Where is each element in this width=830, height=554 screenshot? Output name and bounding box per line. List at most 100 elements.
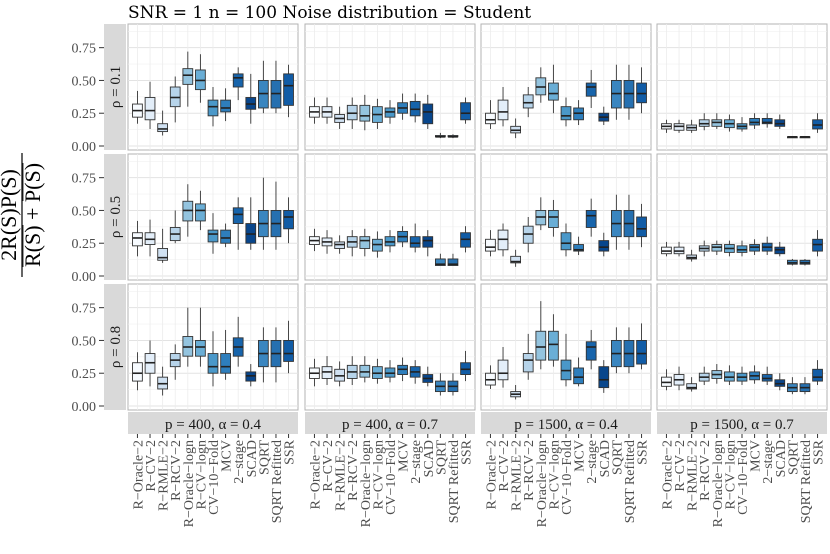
x-tick-label: 2−stage bbox=[585, 440, 600, 484]
x-tick-label: R−CV−2 bbox=[321, 440, 336, 492]
x-tick-label: SCAD bbox=[422, 440, 437, 477]
box bbox=[460, 102, 471, 121]
box bbox=[636, 339, 647, 365]
box bbox=[548, 82, 559, 101]
box bbox=[585, 341, 597, 361]
x-tick-label: SQRT Refitted bbox=[799, 440, 814, 523]
row-strip-label: ρ = 0.8 bbox=[108, 326, 124, 368]
x-tick-label: CV−10−Fold bbox=[207, 440, 222, 515]
box bbox=[560, 106, 572, 121]
y-tick-label: 0.25 bbox=[72, 237, 97, 252]
box bbox=[812, 368, 823, 382]
x-tick-label: SQRT Refitted bbox=[270, 440, 285, 523]
x-tick-label: R−Oracle−2 bbox=[308, 440, 323, 509]
row-strip-label: ρ = 0.1 bbox=[108, 66, 124, 108]
box bbox=[157, 123, 168, 133]
x-tick-label: R−CV−logn bbox=[194, 440, 209, 509]
y-tick-label: 0.00 bbox=[72, 140, 97, 155]
x-tick-label: CV−10−Fold bbox=[384, 440, 399, 515]
box bbox=[422, 103, 434, 125]
box bbox=[686, 383, 697, 390]
y-axis-label-fraction: 2R(S)P(S) R(S) + P(S) bbox=[0, 153, 45, 277]
box bbox=[510, 255, 521, 264]
facet-panel bbox=[480, 23, 652, 151]
y-tick-label: 0.50 bbox=[72, 204, 97, 219]
box bbox=[207, 99, 219, 117]
facet-panel bbox=[480, 153, 652, 281]
column-strip bbox=[128, 412, 298, 434]
box bbox=[207, 229, 219, 243]
column-strip-label: p = 400, α = 0.7 bbox=[342, 417, 439, 433]
x-tick-label: SQRT bbox=[786, 440, 801, 475]
y-tick-label: 0.75 bbox=[72, 42, 97, 57]
x-tick-label: SQRT bbox=[610, 440, 625, 475]
box bbox=[522, 94, 534, 109]
box bbox=[636, 216, 647, 238]
column-strip-label: p = 1500, α = 0.4 bbox=[514, 417, 618, 433]
x-tick-label: R−CV−logn bbox=[547, 440, 562, 509]
box bbox=[435, 258, 446, 266]
x-tick-label: SQRT bbox=[434, 440, 449, 475]
x-tick-label: CV−10−Fold bbox=[560, 440, 575, 515]
y-tick-label: 0.25 bbox=[72, 107, 97, 122]
facet-panel bbox=[480, 283, 652, 411]
box bbox=[283, 73, 294, 106]
x-tick-label: R−RMLE−2 bbox=[510, 440, 525, 511]
box bbox=[195, 203, 206, 222]
y-tick-label: 0.75 bbox=[72, 302, 97, 317]
box bbox=[422, 236, 434, 248]
box bbox=[548, 330, 559, 361]
box bbox=[522, 353, 534, 373]
column-strip bbox=[657, 412, 827, 434]
x-tick-label: R−RCV−2 bbox=[346, 440, 361, 501]
box bbox=[232, 207, 244, 225]
x-tick-label: R−CV−logn bbox=[723, 440, 738, 509]
box bbox=[573, 244, 584, 252]
x-tick-label: SCAD bbox=[774, 440, 789, 477]
box bbox=[585, 209, 597, 228]
row-strip-label: ρ = 0.5 bbox=[108, 196, 124, 238]
facet-panel bbox=[656, 23, 828, 151]
facet-panel bbox=[304, 23, 476, 151]
row-strip bbox=[104, 24, 126, 150]
x-tick-label: MCV bbox=[220, 440, 235, 472]
box bbox=[761, 118, 773, 125]
row-strip bbox=[104, 284, 126, 410]
x-tick-label: R−CV−logn bbox=[371, 440, 386, 509]
y-tick-label: 0.50 bbox=[72, 334, 97, 349]
box bbox=[132, 232, 143, 247]
x-tick-label: 2−stage bbox=[409, 440, 424, 484]
x-tick-label: SCAD bbox=[245, 440, 260, 477]
y-axis-label: 2R(S)P(S) R(S) + P(S) bbox=[0, 153, 45, 277]
x-tick-label: R−RMLE−2 bbox=[157, 440, 172, 511]
x-tick-label: 2−stage bbox=[761, 440, 776, 484]
facet-panel bbox=[304, 153, 476, 281]
x-tick-label: SQRT Refitted bbox=[623, 440, 638, 523]
x-tick-label: SQRT bbox=[257, 440, 272, 475]
chart-title: SNR = 1 n = 100 Noise distribution = Stu… bbox=[128, 3, 531, 23]
box bbox=[220, 353, 231, 374]
x-tick-label: R−RCV−2 bbox=[169, 440, 184, 501]
x-tick-label: SSR bbox=[812, 439, 827, 465]
box bbox=[132, 362, 143, 382]
facet-panel bbox=[656, 283, 828, 411]
x-tick-label: SSR bbox=[636, 439, 651, 465]
y-axis-label-numerator: 2R(S)P(S) bbox=[0, 169, 21, 261]
box bbox=[598, 240, 610, 252]
y-tick-label: 0.50 bbox=[72, 74, 97, 89]
box bbox=[283, 339, 294, 362]
row-strip bbox=[104, 154, 126, 280]
x-tick-label: R−CV−2 bbox=[144, 440, 159, 492]
box bbox=[409, 236, 421, 248]
y-axis-label-denominator: R(S) + P(S) bbox=[20, 163, 45, 267]
box bbox=[157, 248, 168, 261]
box bbox=[220, 229, 231, 244]
box bbox=[447, 258, 459, 266]
box bbox=[548, 209, 559, 228]
x-tick-label: R−Oracle−logn bbox=[535, 440, 550, 527]
column-strip-label: p = 400, α = 0.4 bbox=[165, 417, 262, 433]
x-tick-label: R−Oracle−2 bbox=[131, 440, 146, 509]
x-tick-label: 2−stage bbox=[232, 440, 247, 484]
x-tick-label: MCV bbox=[397, 440, 412, 472]
box bbox=[182, 68, 194, 85]
